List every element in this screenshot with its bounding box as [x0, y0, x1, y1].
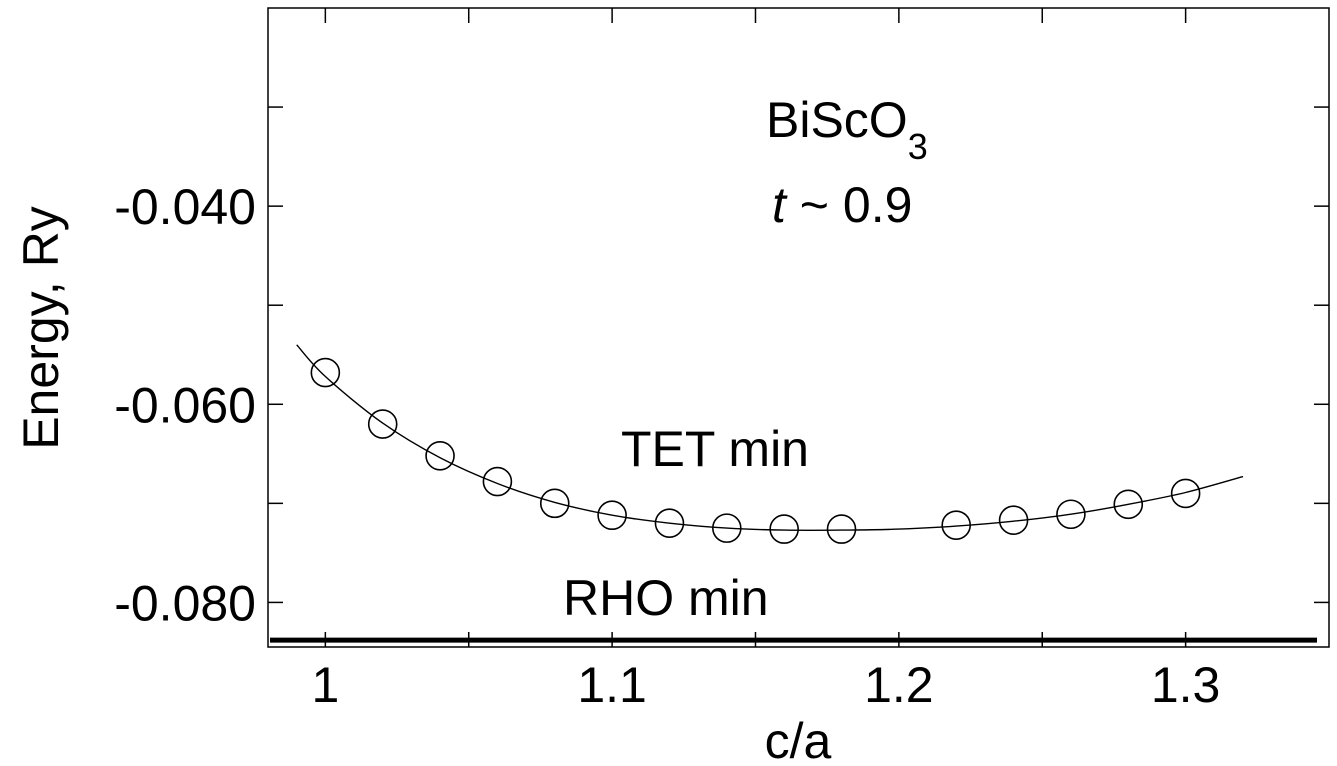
compound-main: BiScO	[766, 92, 908, 148]
data-point	[1170, 478, 1201, 509]
plot-frame	[267, 7, 1330, 648]
compound-subscript: 3	[908, 126, 928, 167]
data-point	[597, 500, 627, 531]
data-point	[769, 514, 799, 544]
data-point	[826, 514, 857, 544]
tick-labels: 1 1.1 1.2 1.3 -0.080 -0.060 -0.040	[114, 179, 1220, 713]
data-point	[1113, 489, 1144, 520]
fit-curve	[296, 344, 1244, 531]
y-tick-label: -0.080	[114, 575, 256, 631]
data-point	[998, 505, 1029, 535]
data-points	[310, 357, 1201, 544]
x-axis-title: c/a	[765, 713, 832, 766]
data-point	[712, 513, 742, 543]
compound-label: BiScO3	[766, 92, 928, 167]
data-point	[941, 510, 972, 540]
tolerance-value: ~ 0.9	[786, 177, 913, 233]
y-tick-label: -0.040	[114, 179, 256, 235]
x-tick-label: 1	[311, 657, 339, 713]
tolerance-symbol: t	[772, 177, 788, 233]
data-point	[482, 466, 513, 497]
data-point	[367, 409, 398, 439]
y-tick-label: -0.060	[114, 377, 256, 433]
x-tick-label: 1.1	[577, 657, 647, 713]
y-axis-title: Energy, Ry	[13, 206, 69, 450]
x-tick-label: 1.3	[1151, 657, 1221, 713]
tolerance-label: t ~ 0.9	[772, 177, 912, 233]
data-point	[1056, 499, 1086, 530]
tet-min-label: TET min	[621, 421, 809, 477]
data-point	[425, 440, 455, 471]
rho-min-label: RHO min	[563, 570, 769, 626]
x-tick-label: 1.2	[864, 657, 934, 713]
data-point	[654, 508, 685, 538]
data-point	[539, 488, 570, 519]
data-point	[310, 357, 341, 388]
